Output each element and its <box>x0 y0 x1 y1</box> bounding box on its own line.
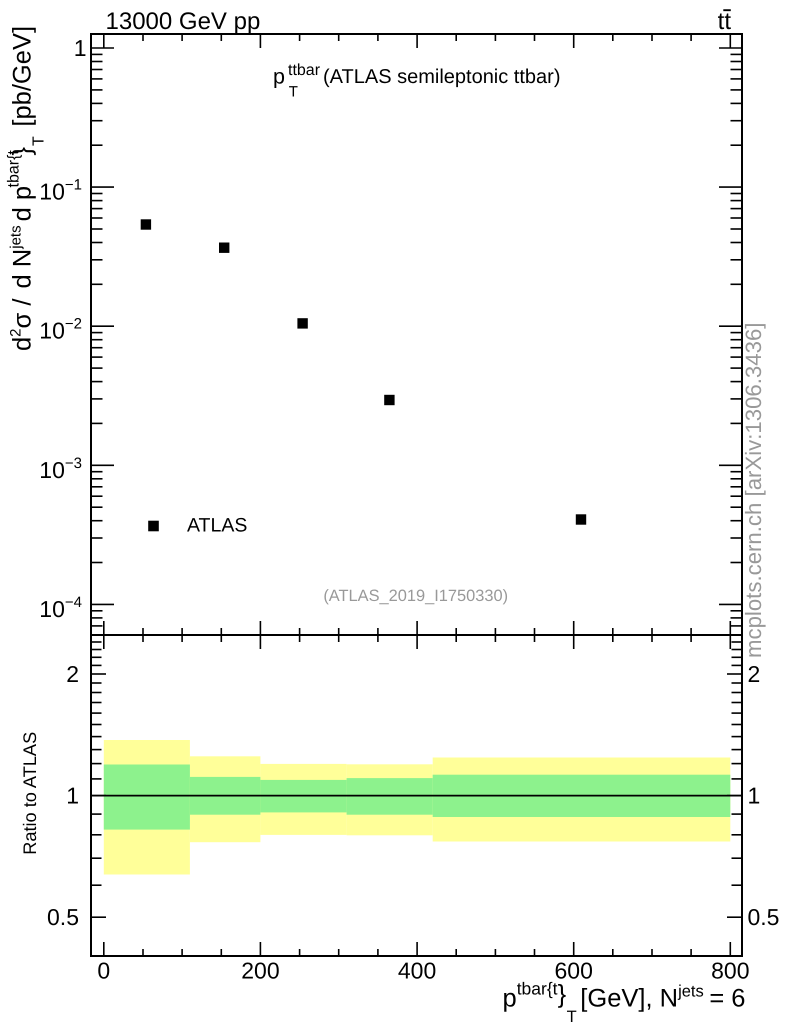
svg-text:200: 200 <box>241 957 279 983</box>
svg-text:2: 2 <box>748 661 761 687</box>
svg-text:13000 GeV pp: 13000 GeV pp <box>106 8 261 35</box>
svg-text:}T [pb/GeV]: }T [pb/GeV] <box>9 26 48 156</box>
svg-text:p: p <box>273 65 285 89</box>
svg-text:2: 2 <box>66 661 79 687</box>
svg-text:1: 1 <box>74 35 87 61</box>
svg-text:0.5: 0.5 <box>748 904 780 930</box>
svg-text:0: 0 <box>97 957 110 983</box>
svg-text:tt: tt <box>718 8 732 35</box>
svg-text:400: 400 <box>398 957 436 983</box>
svg-text:mcplots.cern.ch [arXiv:1306.34: mcplots.cern.ch [arXiv:1306.3436] <box>741 323 766 658</box>
svg-text:800: 800 <box>711 957 749 983</box>
svg-text:d2σ / d Njets d p: d2σ / d Njets d p <box>8 186 37 351</box>
svg-text:1: 1 <box>748 783 761 809</box>
svg-text:(ATLAS semileptonic ttbar): (ATLAS semileptonic ttbar) <box>323 66 561 88</box>
svg-text:10−1: 10−1 <box>39 177 82 205</box>
svg-text:Ratio to ATLAS: Ratio to ATLAS <box>20 732 40 855</box>
svg-text:0.5: 0.5 <box>47 904 79 930</box>
svg-text:ATLAS: ATLAS <box>187 515 247 537</box>
svg-text:T: T <box>289 84 298 101</box>
svg-text:600: 600 <box>554 957 592 983</box>
svg-text:1: 1 <box>66 783 79 809</box>
svg-text:ttbar: ttbar <box>288 62 321 79</box>
svg-text:tbar{t: tbar{t <box>6 150 23 188</box>
svg-text:(ATLAS_2019_I1750330): (ATLAS_2019_I1750330) <box>323 587 508 605</box>
